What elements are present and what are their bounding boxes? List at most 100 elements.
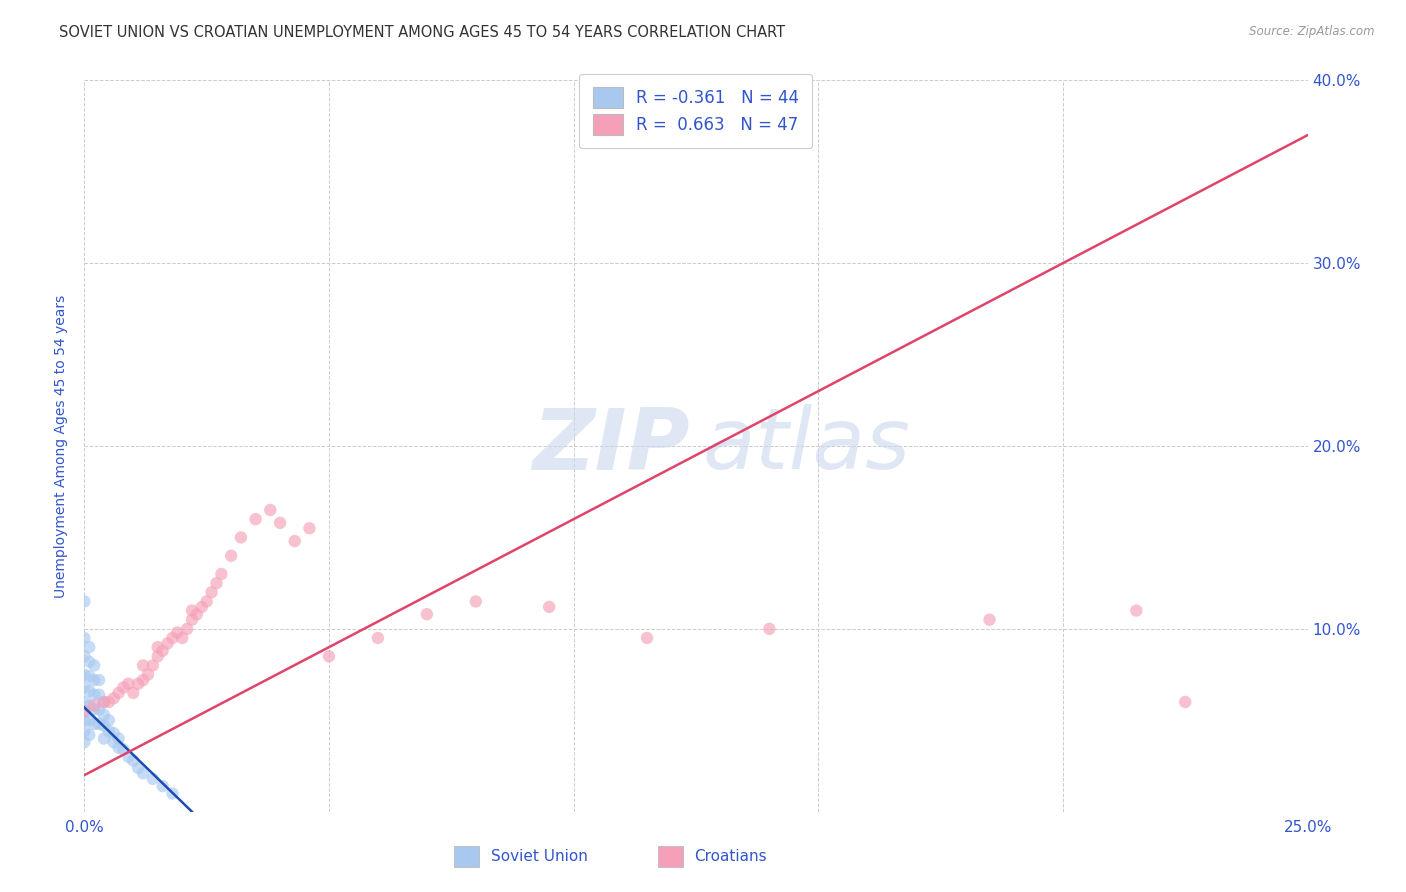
Point [367,631,389,645]
Legend: R = -0.361   N = 44, R =  0.663   N = 47: R = -0.361 N = 44, R = 0.663 N = 47 [579,74,813,148]
Point [93,695,115,709]
Point [103,691,125,706]
Point [73,649,96,664]
Point [77,698,100,713]
Point [122,686,145,700]
Text: Source: ZipAtlas.com: Source: ZipAtlas.com [1250,25,1375,38]
Point [156,636,179,650]
Point [318,649,340,664]
Point [142,658,165,673]
Point [83,702,105,716]
Point [73,704,96,718]
Point [464,594,486,608]
Y-axis label: Unemployment Among Ages 45 to 54 years: Unemployment Among Ages 45 to 54 years [55,294,69,598]
Point [77,640,100,655]
Point [77,669,100,683]
Bar [454,846,479,867]
Point [122,754,145,768]
Point [1125,603,1147,617]
Point [93,731,115,746]
Point [73,681,96,695]
Point [152,779,174,793]
Point [73,735,96,749]
Point [176,622,198,636]
Point [97,714,120,728]
Point [284,534,307,549]
Point [97,724,120,739]
Point [73,714,96,728]
Point [142,772,165,786]
Point [132,766,155,780]
Point [83,717,105,731]
Point [146,640,169,655]
Point [127,761,149,775]
Point [117,676,139,690]
Point [73,667,96,681]
Point [146,649,169,664]
Point [87,673,110,687]
Point [259,503,281,517]
Point [1174,695,1197,709]
Point [200,585,222,599]
Point [205,576,228,591]
Point [87,702,110,716]
Text: Soviet Union: Soviet Union [491,849,588,863]
Point [538,599,561,614]
Point [73,704,96,718]
Point [195,594,218,608]
Point [127,676,149,690]
Point [73,724,96,739]
Text: ZIP: ZIP [533,404,690,488]
Point [636,631,658,645]
Point [103,735,125,749]
Point [172,631,194,645]
Point [758,622,780,636]
Point [87,717,110,731]
Point [77,714,100,728]
Point [77,655,100,669]
Point [132,658,155,673]
Point [83,688,105,702]
Point [186,607,208,622]
Point [73,594,96,608]
Point [83,658,105,673]
Text: Croatians: Croatians [695,849,768,863]
Point [107,686,129,700]
Point [112,681,135,695]
Point [979,613,1001,627]
Point [298,521,321,535]
Point [166,625,188,640]
Point [181,613,204,627]
Point [181,603,204,617]
Point [416,607,439,622]
Point [107,740,129,755]
Bar [658,846,683,867]
Point [93,707,115,722]
Point [136,667,159,681]
Point [97,695,120,709]
Point [245,512,267,526]
Point [87,688,110,702]
Point [83,673,105,687]
Point [112,742,135,756]
Point [107,731,129,746]
Point [152,644,174,658]
Point [229,530,252,544]
Point [209,567,232,582]
Text: atlas: atlas [702,404,910,488]
Point [77,684,100,698]
Point [93,719,115,733]
Point [73,695,96,709]
Point [93,695,115,709]
Point [132,673,155,687]
Text: SOVIET UNION VS CROATIAN UNEMPLOYMENT AMONG AGES 45 TO 54 YEARS CORRELATION CHAR: SOVIET UNION VS CROATIAN UNEMPLOYMENT AM… [59,25,785,40]
Point [77,728,100,742]
Point [162,787,184,801]
Point [73,631,96,645]
Point [269,516,291,530]
Point [83,698,105,713]
Point [219,549,242,563]
Point [162,631,184,645]
Point [117,749,139,764]
Point [103,726,125,740]
